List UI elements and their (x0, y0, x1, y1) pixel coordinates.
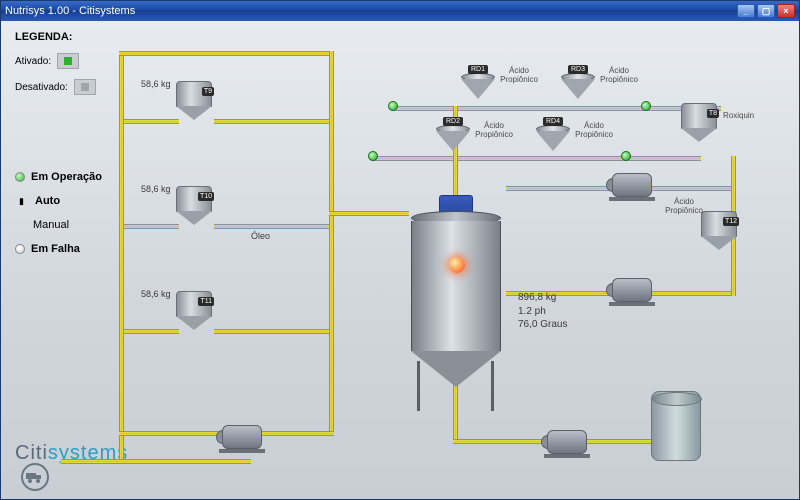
funnel-tag: RD1 (468, 65, 488, 74)
legend-row-ativado: Ativado: (15, 53, 79, 69)
hopper-tag: T9 (202, 87, 214, 96)
label-oleo: Óleo (251, 231, 270, 241)
tank-temp: 76,0 Graus (518, 318, 567, 332)
label-acido: Ácido Propiônico (474, 121, 514, 139)
pipe (329, 51, 334, 431)
label-acido: Ácido Propiônico (574, 121, 614, 139)
label-acido: Ácido Propiônico (499, 66, 539, 84)
pipe (371, 156, 701, 161)
hopper-weight: 58,6 kg (141, 79, 171, 89)
truck-icon[interactable] (21, 463, 49, 491)
pipe (119, 51, 329, 56)
label-acido: Ácido Propiônico (599, 66, 639, 84)
pipe (124, 329, 179, 334)
pipe (214, 224, 329, 229)
hopper-T12[interactable]: T12 (701, 211, 737, 250)
valve-inactive-icon (79, 81, 91, 93)
maximize-button[interactable]: ▢ (757, 4, 775, 18)
pipe (124, 224, 179, 229)
legend-label: Desativado: (15, 82, 68, 93)
status-manual: Manual (15, 219, 102, 231)
window-title: Nutrisys 1.00 - Citisystems (5, 5, 135, 17)
pipe (61, 459, 251, 464)
legend-chip-desativado (74, 79, 96, 95)
hopper-tag: T10 (198, 192, 214, 201)
label-roxiquin: Roxiquin (723, 111, 754, 120)
funnel-tag: RD4 (543, 117, 563, 126)
pipe (214, 329, 329, 334)
status-label: Em Falha (31, 243, 80, 255)
status-auto: ▮ Auto (15, 195, 102, 207)
funnel-RD3[interactable]: RD3 (561, 73, 595, 99)
status-marker: ▮ (19, 196, 29, 207)
funnel-RD4[interactable]: RD4 (536, 125, 570, 151)
scada-canvas: LEGENDA: Ativado: Desativado: Em Operaçã… (1, 21, 799, 499)
tank-readout: 896,8 kg 1.2 ph 76,0 Graus (518, 291, 567, 332)
valve-icon[interactable] (368, 151, 378, 161)
status-falha: Em Falha (15, 243, 102, 255)
hopper-T11[interactable]: T11 (176, 291, 212, 330)
pipe (214, 119, 329, 124)
pipe (391, 106, 721, 111)
pipe (119, 51, 124, 461)
hopper-T10[interactable]: T10 (176, 186, 212, 225)
hopper-weight: 58,6 kg (141, 289, 171, 299)
hopper-tag: T8 (707, 109, 719, 118)
motor-pump-bottom[interactable] (541, 426, 593, 458)
output-barrel[interactable] (651, 391, 701, 461)
legend-row-desativado: Desativado: (15, 79, 96, 95)
tank-ph: 1.2 ph (518, 305, 567, 319)
legend-heading: LEGENDA: (15, 31, 72, 43)
motor-pump-r2[interactable] (606, 274, 658, 306)
hopper-weight: 58,6 kg (141, 184, 171, 194)
status-list: Em Operação ▮ Auto Manual Em Falha (15, 171, 102, 267)
status-label: Manual (33, 219, 69, 231)
brand-part-a: Citi (15, 442, 48, 464)
valve-icon[interactable] (621, 151, 631, 161)
hopper-tag: T12 (723, 217, 739, 226)
label-acido: Ácido Propiônico (661, 197, 707, 215)
titlebar: Nutrisys 1.00 - Citisystems _ ▢ × (1, 1, 799, 21)
motor-pump-r1[interactable] (606, 169, 658, 201)
status-operacao: Em Operação (15, 171, 102, 183)
hopper-T8[interactable]: T8 (681, 103, 717, 142)
legend-label: Ativado: (15, 56, 51, 67)
tank-weight: 896,8 kg (518, 291, 567, 305)
valve-icon[interactable] (641, 101, 651, 111)
tank-alarm-light-icon (449, 257, 465, 273)
valve-active-icon (62, 55, 74, 67)
main-tank[interactable] (401, 211, 511, 431)
funnel-RD1[interactable]: RD1 (461, 73, 495, 99)
funnel-RD2[interactable]: RD2 (436, 125, 470, 151)
motor-pump-left[interactable] (216, 421, 268, 453)
minimize-button[interactable]: _ (737, 4, 755, 18)
legend-chip-ativado (57, 53, 79, 69)
status-label: Em Operação (31, 171, 102, 183)
funnel-tag: RD2 (443, 117, 463, 126)
close-button[interactable]: × (777, 4, 795, 18)
app-window: Nutrisys 1.00 - Citisystems _ ▢ × LEGEND… (0, 0, 800, 500)
valve-icon[interactable] (388, 101, 398, 111)
hopper-T9[interactable]: T9 (176, 81, 212, 120)
pipe (124, 119, 179, 124)
hopper-tag: T11 (198, 297, 214, 306)
status-dot-icon (15, 244, 25, 254)
funnel-tag: RD3 (568, 65, 588, 74)
status-label: Auto (35, 195, 60, 207)
pipe (329, 211, 409, 216)
status-dot-icon (15, 172, 25, 182)
